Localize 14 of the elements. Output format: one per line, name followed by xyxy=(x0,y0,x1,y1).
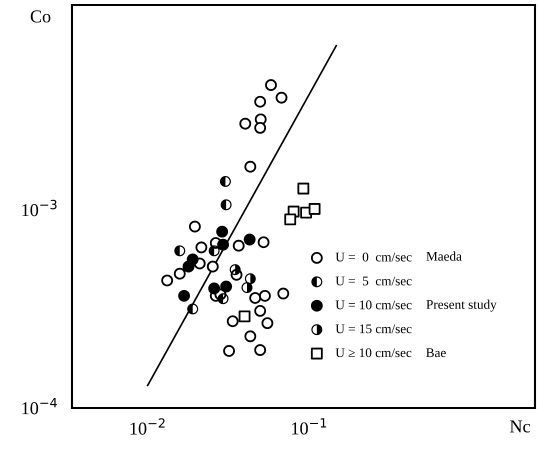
legend-label: U = 10 cm/sec xyxy=(336,300,412,310)
y-tick-label: 10$^{−4}$ xyxy=(22,398,57,414)
y-axis-title: Co xyxy=(30,10,50,23)
annotation: Maeda xyxy=(426,251,462,261)
legend-label: U ≥ 10 cm/sec xyxy=(336,348,412,358)
legend-label: U = 5 cm/sec xyxy=(336,276,412,286)
legend-label: U = 0 cm/sec xyxy=(336,252,412,262)
annotation: Present study xyxy=(426,300,497,312)
x-tick-label: 10$^{−1}$ xyxy=(292,418,326,435)
legend-label: U = 15 cm/sec xyxy=(336,324,412,334)
y-tick-label: 10$^{−3}$ xyxy=(22,200,57,216)
x-tick-label: 10$^{−2}$ xyxy=(130,418,165,435)
x-axis-title: Nc xyxy=(510,420,530,433)
annotation: Bae xyxy=(426,348,446,358)
